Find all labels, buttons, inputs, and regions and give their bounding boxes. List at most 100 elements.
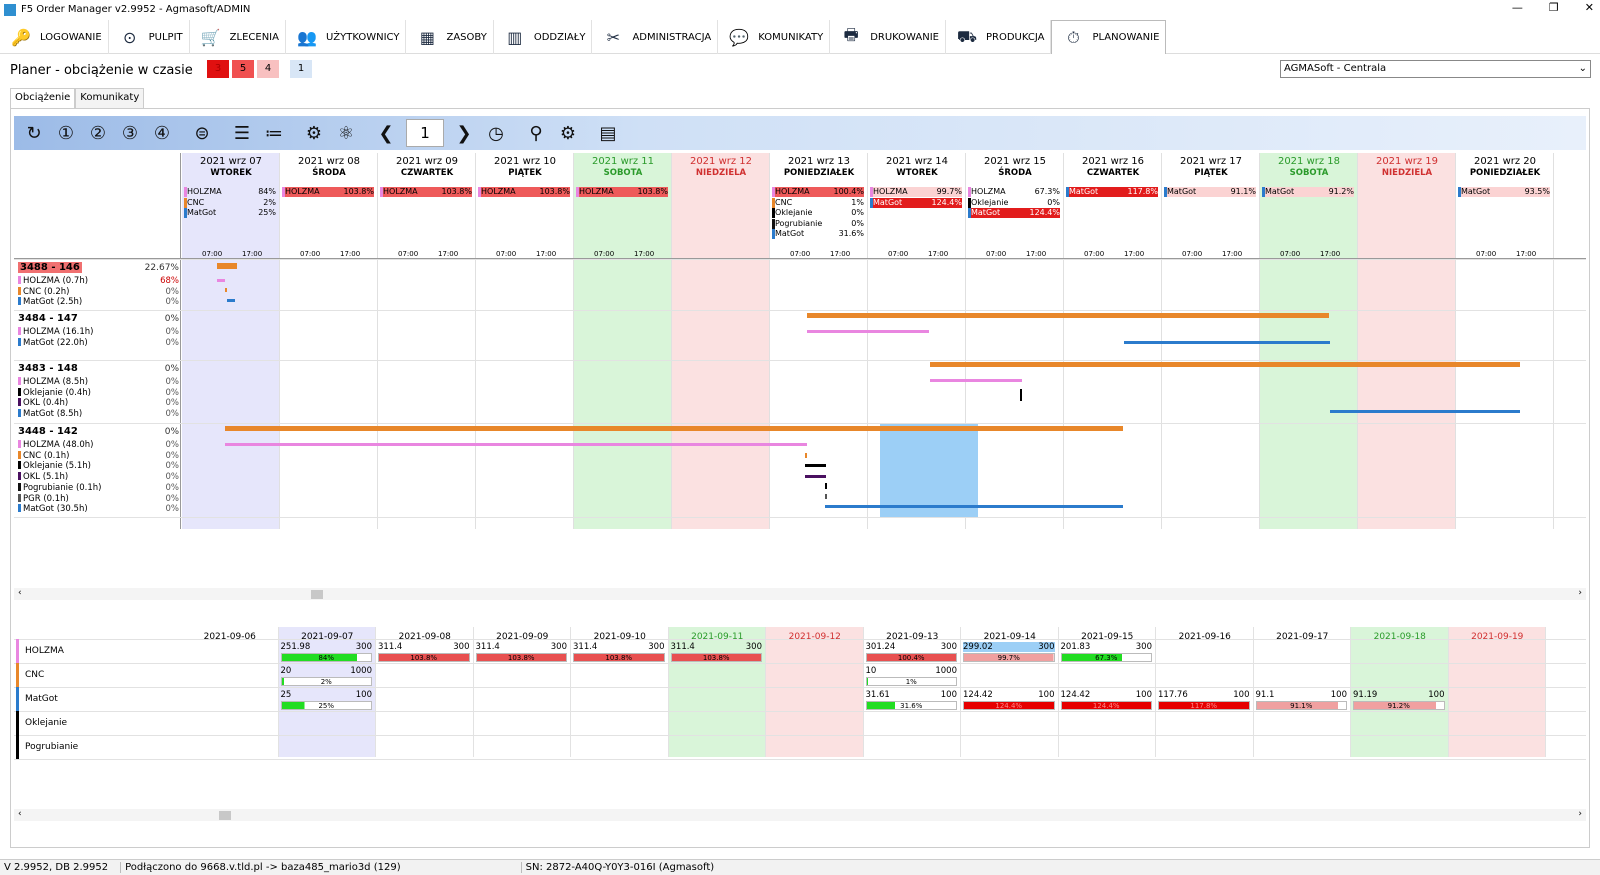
hour-label: 07:00 xyxy=(1280,250,1301,258)
level-badge-3[interactable]: 3 xyxy=(207,60,229,78)
cell-capacity: 300 xyxy=(745,642,762,652)
cell-value: 311.4 xyxy=(378,642,403,652)
gantt-bar[interactable] xyxy=(807,313,1329,318)
scroll-right-icon[interactable]: › xyxy=(1578,809,1582,819)
hour-label: 07:00 xyxy=(1182,250,1203,258)
gantt-bar[interactable] xyxy=(807,330,929,333)
cell-load-bar: 91.2% xyxy=(1353,701,1445,710)
grid-hscrollbar[interactable]: ‹ › xyxy=(14,809,1586,821)
gantt-hscrollbar[interactable]: ‹ › xyxy=(14,588,1586,600)
menu-komunikaty[interactable]: 💬 KOMUNIKATY xyxy=(718,20,831,54)
hour-label: 07:00 xyxy=(986,250,1007,258)
tab-strip: Obciążenie Komunikaty xyxy=(10,88,145,108)
cell-capacity: 100 xyxy=(1038,690,1055,700)
tab-obciazenie[interactable]: Obciążenie xyxy=(10,88,76,108)
level-badge-4[interactable]: 4 xyxy=(257,60,279,78)
prev-icon[interactable]: ❮ xyxy=(378,122,394,144)
gantt-bar[interactable] xyxy=(225,426,1123,431)
day-weekday: PIĄTEK xyxy=(508,168,542,178)
level-badge-5[interactable]: 5 xyxy=(232,60,254,78)
gantt-bar[interactable] xyxy=(1124,341,1330,344)
menu-planowanie[interactable]: ⏱ PLANOWANIE xyxy=(1051,20,1167,54)
refresh-icon[interactable]: ↻ xyxy=(26,122,42,144)
gantt-bar[interactable] xyxy=(1020,389,1022,401)
order-title[interactable]: 3483 - 148 xyxy=(18,363,78,374)
gantt-bar[interactable] xyxy=(1330,410,1520,413)
cell-load-bar: 100.4% xyxy=(865,653,957,662)
minimize-button[interactable]: — xyxy=(1511,1,1523,14)
day-date: 2021 wrz 19 xyxy=(1375,156,1439,167)
gantt-bar[interactable] xyxy=(805,475,826,478)
menu-oddziały[interactable]: ▥ ODDZIAŁY xyxy=(494,20,593,54)
menu-administracja[interactable]: ✂ ADMINISTRACJA xyxy=(592,20,719,54)
list-detail-icon[interactable]: ≔ xyxy=(265,122,283,144)
gantt-bar[interactable] xyxy=(930,362,1520,367)
collapse-tree-icon[interactable]: ⚛ xyxy=(337,122,355,144)
order-title[interactable]: 3448 - 142 xyxy=(18,426,78,437)
day-header: 2021 wrz 08 ŚRODA xyxy=(280,156,378,179)
load-percent: 1% xyxy=(851,197,864,207)
tab-komunikaty[interactable]: Komunikaty xyxy=(75,88,145,108)
scroll-left-icon[interactable]: ‹ xyxy=(18,588,22,598)
list-icon[interactable]: ☰ xyxy=(233,122,251,144)
resource-name: HOLZMA (16.1h) xyxy=(23,327,94,337)
gantt-bar[interactable] xyxy=(227,299,235,302)
menu-zasoby[interactable]: ▦ ZASOBY xyxy=(406,20,494,54)
settings-icon[interactable]: ⚙ xyxy=(559,122,577,144)
cell-value: 91.1 xyxy=(1255,690,1275,700)
load-resource: MatGot xyxy=(873,197,903,207)
gantt-bar[interactable] xyxy=(225,288,227,292)
list-all-icon[interactable]: ⊜ xyxy=(194,122,210,144)
page-number-field[interactable]: 1 xyxy=(406,119,444,147)
cell-load-bar: 124.4% xyxy=(1060,701,1152,710)
menu-pulpit[interactable]: ⊙ PULPIT xyxy=(109,20,190,54)
gantt-bar[interactable] xyxy=(825,505,1123,508)
planner-toolbar: ↻ ① ② ③ ④ ⊜ ☰ ≔ ⚙ ⚛ ❮ 1 ❯ ◷ ⚲ ⚙ ▤ xyxy=(14,116,1586,150)
level-1-icon[interactable]: ① xyxy=(57,122,75,144)
order-title[interactable]: 3484 - 147 xyxy=(18,313,78,324)
day-load-row: HOLZMA 103.8% xyxy=(576,187,668,197)
menu-użytkownicy[interactable]: 👥 UŻYTKOWNICY xyxy=(286,20,407,54)
cell-load-bar: 2% xyxy=(280,677,372,686)
cell-capacity: 300 xyxy=(648,642,665,652)
building-icon: ▥ xyxy=(507,27,523,47)
scroll-thumb[interactable] xyxy=(219,811,231,820)
day-weekday: SOBOTA xyxy=(1289,168,1329,178)
level-2-icon[interactable]: ② xyxy=(89,122,107,144)
maximize-button[interactable]: ❐ xyxy=(1548,1,1559,14)
gantt-bar[interactable] xyxy=(825,483,827,489)
report-icon[interactable]: ▤ xyxy=(599,122,617,144)
level-3-icon[interactable]: ③ xyxy=(121,122,139,144)
gantt-bar[interactable] xyxy=(825,494,827,499)
load-resource: MatGot xyxy=(187,208,217,218)
gantt-bar[interactable] xyxy=(930,379,1022,382)
cell-capacity: 1000 xyxy=(350,666,372,676)
expand-tree-icon[interactable]: ⚙ xyxy=(305,122,323,144)
gantt-bar[interactable] xyxy=(805,453,807,458)
scroll-thumb[interactable] xyxy=(311,590,323,599)
hierarchy-icon[interactable]: ⚲ xyxy=(529,122,543,144)
gantt-bar[interactable] xyxy=(217,263,237,269)
order-title[interactable]: 3488 - 146 xyxy=(18,262,82,273)
order-progress: 0% xyxy=(164,314,179,324)
cell-value: 311.4 xyxy=(573,642,598,652)
gantt-bar[interactable] xyxy=(225,443,807,446)
menu-logowanie[interactable]: 🔑 LOGOWANIE xyxy=(0,20,109,54)
gantt-bar[interactable] xyxy=(217,279,225,282)
clock-icon[interactable]: ◷ xyxy=(488,122,504,144)
scroll-left-icon[interactable]: ‹ xyxy=(18,809,22,819)
menu-produkcja[interactable]: ⛟ PRODUKCJA xyxy=(946,20,1052,54)
close-button[interactable]: ✕ xyxy=(1584,1,1594,14)
day-weekday: ŚRODA xyxy=(312,168,346,178)
scroll-right-icon[interactable]: › xyxy=(1578,588,1582,598)
menu-zlecenia[interactable]: 🛒 ZLECENIA xyxy=(190,20,286,54)
branch-select[interactable]: AGMASoft - Centrala ⌄ xyxy=(1280,60,1591,78)
level-4-icon[interactable]: ④ xyxy=(153,122,171,144)
level-badge-1[interactable]: 1 xyxy=(290,60,312,78)
gantt-bar[interactable] xyxy=(805,464,826,467)
grid-date-header: 2021-09-14 xyxy=(983,632,1036,642)
grid-date-header: 2021-09-15 xyxy=(1081,632,1134,642)
hour-label: 07:00 xyxy=(594,250,615,258)
menu-drukowanie[interactable]: 🖶 DRUKOWANIE xyxy=(830,20,946,54)
next-icon[interactable]: ❯ xyxy=(456,122,472,144)
